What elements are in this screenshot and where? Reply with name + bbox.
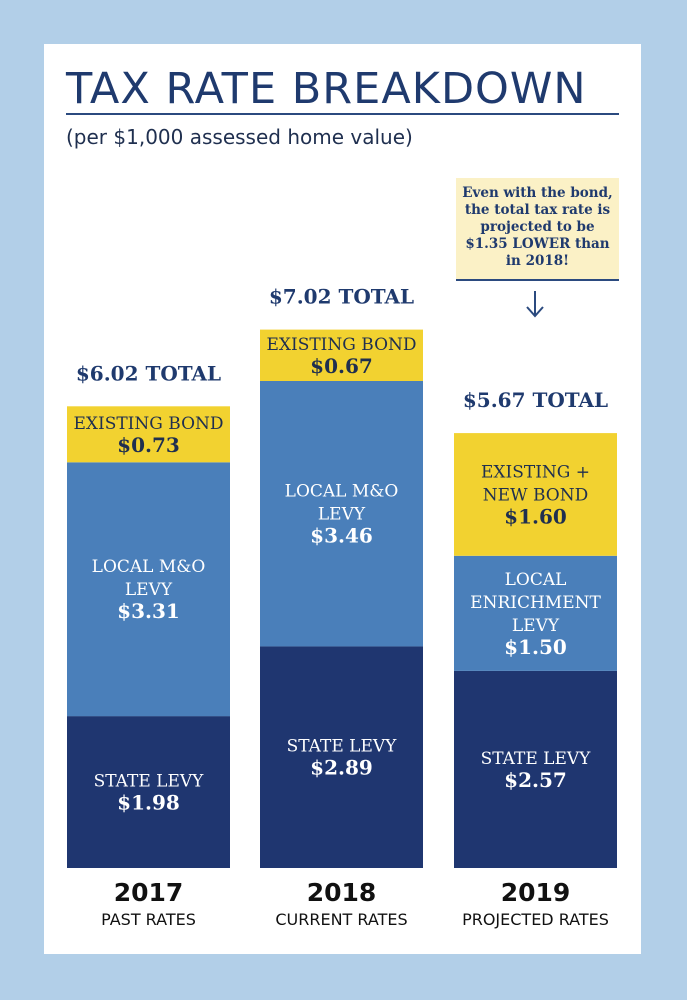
segment-name-label: LOCAL M&O (92, 557, 206, 577)
bar-segment-2019-bond (454, 433, 617, 556)
x-tick-label-2017: 2017 (114, 878, 184, 907)
x-tick-label-2019: 2019 (501, 878, 571, 907)
segment-name-label: NEW BOND (483, 486, 588, 506)
segment-name-label: EXISTING BOND (73, 414, 223, 434)
segment-name-label: LEVY (512, 616, 560, 636)
segment-name-label: LEVY (318, 505, 366, 525)
segment-value-label: $1.60 (504, 505, 567, 529)
bar-segment-2018-state (260, 646, 423, 868)
segment-value-label: $3.31 (117, 599, 180, 623)
title-divider (66, 113, 619, 115)
bar-segment-2018-bond (260, 329, 423, 381)
segment-name-label: STATE LEVY (481, 749, 592, 769)
total-label-2018: $7.02 TOTAL (269, 285, 414, 309)
bar-segment-2017-bond (67, 406, 230, 463)
x-sublabel-2018: CURRENT RATES (275, 910, 407, 929)
segment-name-label: LEVY (125, 580, 173, 600)
segment-name-label: STATE LEVY (287, 737, 398, 757)
segment-value-label: $1.50 (504, 635, 567, 659)
bar-segment-2018-local (260, 381, 423, 647)
bar-segment-2019-state (454, 670, 617, 868)
segment-name-label: STATE LEVY (94, 772, 205, 792)
bar-segment-2019-local (454, 555, 617, 671)
segment-value-label: $3.46 (310, 524, 373, 548)
callout-note: Even with the bond, the total tax rate i… (456, 178, 619, 281)
segment-name-label: LOCAL M&O (285, 482, 399, 502)
x-sublabel-2019: PROJECTED RATES (462, 910, 609, 929)
segment-name-label: LOCAL (505, 570, 567, 590)
segment-value-label: $2.89 (310, 756, 373, 780)
chart-subtitle: (per $1,000 assessed home value) (66, 125, 413, 149)
bar-segment-2017-local (67, 462, 230, 717)
down-arrow-icon (526, 291, 544, 318)
total-label-2017: $6.02 TOTAL (76, 361, 221, 385)
segment-value-label: $0.67 (310, 354, 373, 378)
segment-value-label: $2.57 (504, 768, 567, 792)
x-sublabel-2017: PAST RATES (101, 910, 196, 929)
segment-name-label: EXISTING BOND (266, 335, 416, 355)
segment-value-label: $0.73 (117, 433, 180, 457)
bar-segment-2017-state (67, 716, 230, 868)
chart-title: TAX RATE BREAKDOWN (66, 64, 587, 114)
x-tick-label-2018: 2018 (307, 878, 377, 907)
segment-value-label: $1.98 (117, 791, 180, 815)
total-label-2019: $5.67 TOTAL (463, 388, 608, 412)
segment-name-label: ENRICHMENT (470, 593, 601, 613)
segment-name-label: EXISTING + (481, 463, 590, 483)
